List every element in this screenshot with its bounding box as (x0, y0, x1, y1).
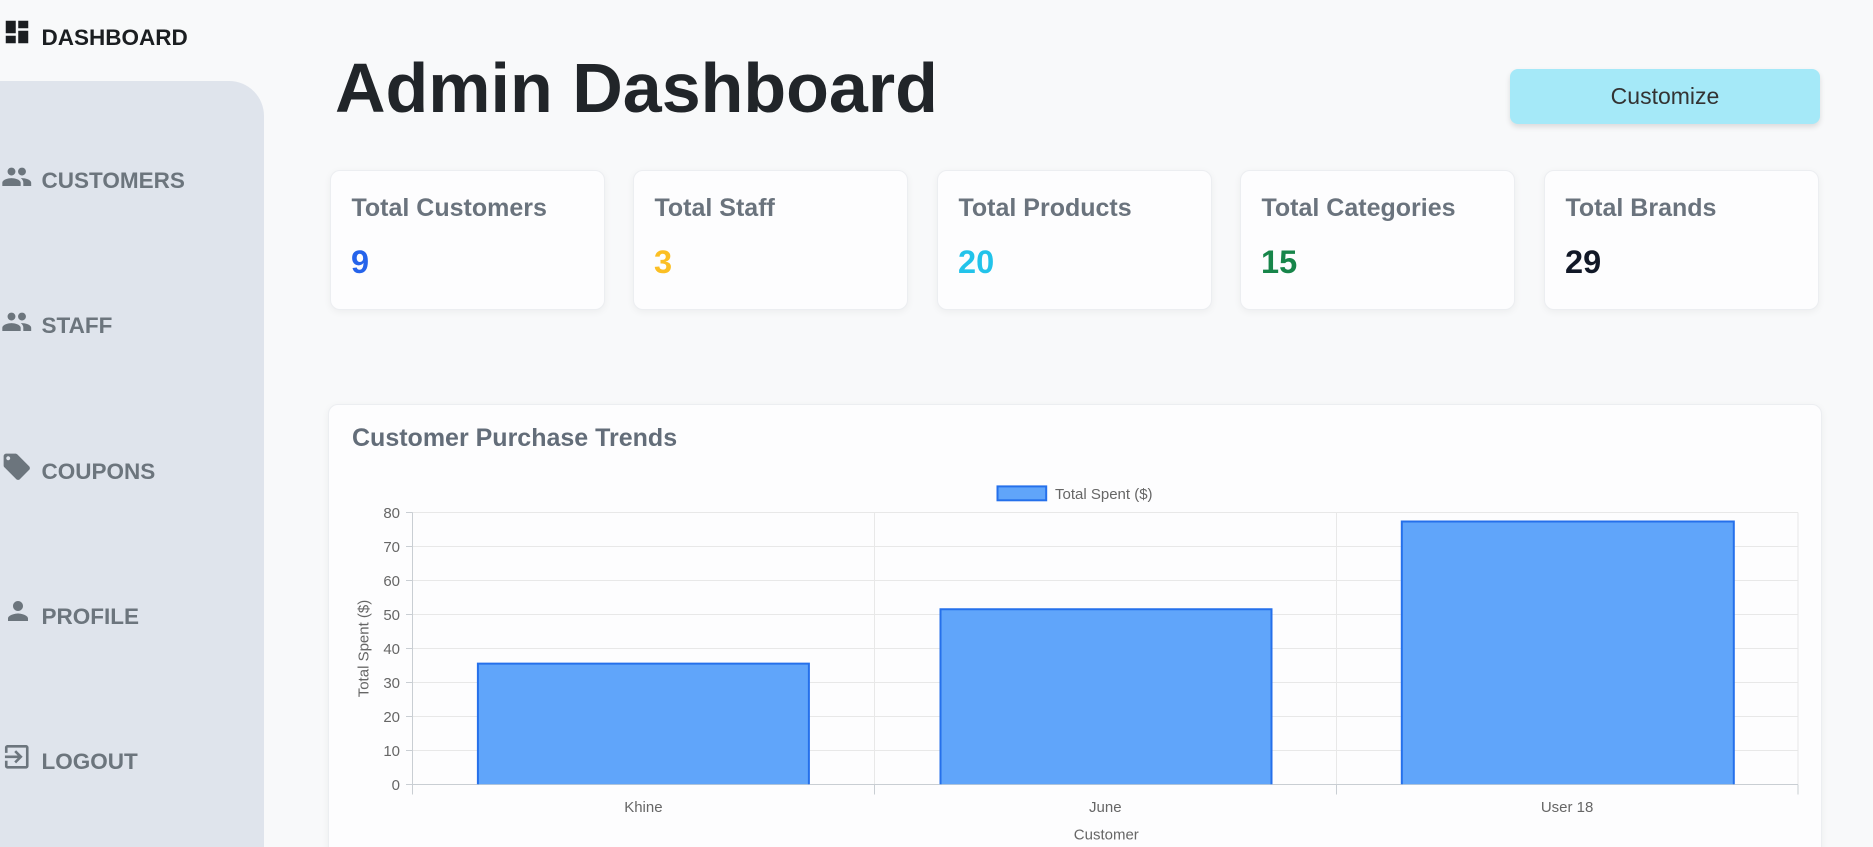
svg-text:Total Spent ($): Total Spent ($) (1055, 486, 1153, 503)
svg-text:40: 40 (383, 641, 400, 658)
svg-text:60: 60 (383, 573, 400, 590)
svg-text:June: June (1089, 799, 1122, 816)
svg-text:80: 80 (383, 505, 400, 522)
svg-text:Total Spent ($): Total Spent ($) (356, 600, 373, 698)
svg-text:50: 50 (383, 607, 400, 624)
svg-text:Khine: Khine (624, 799, 662, 816)
svg-text:Customer: Customer (1074, 827, 1139, 844)
svg-text:70: 70 (383, 539, 400, 556)
svg-text:User 18: User 18 (1541, 799, 1594, 816)
svg-text:30: 30 (383, 675, 400, 692)
svg-text:20: 20 (383, 709, 400, 726)
svg-text:0: 0 (392, 777, 400, 794)
svg-text:10: 10 (383, 743, 400, 760)
